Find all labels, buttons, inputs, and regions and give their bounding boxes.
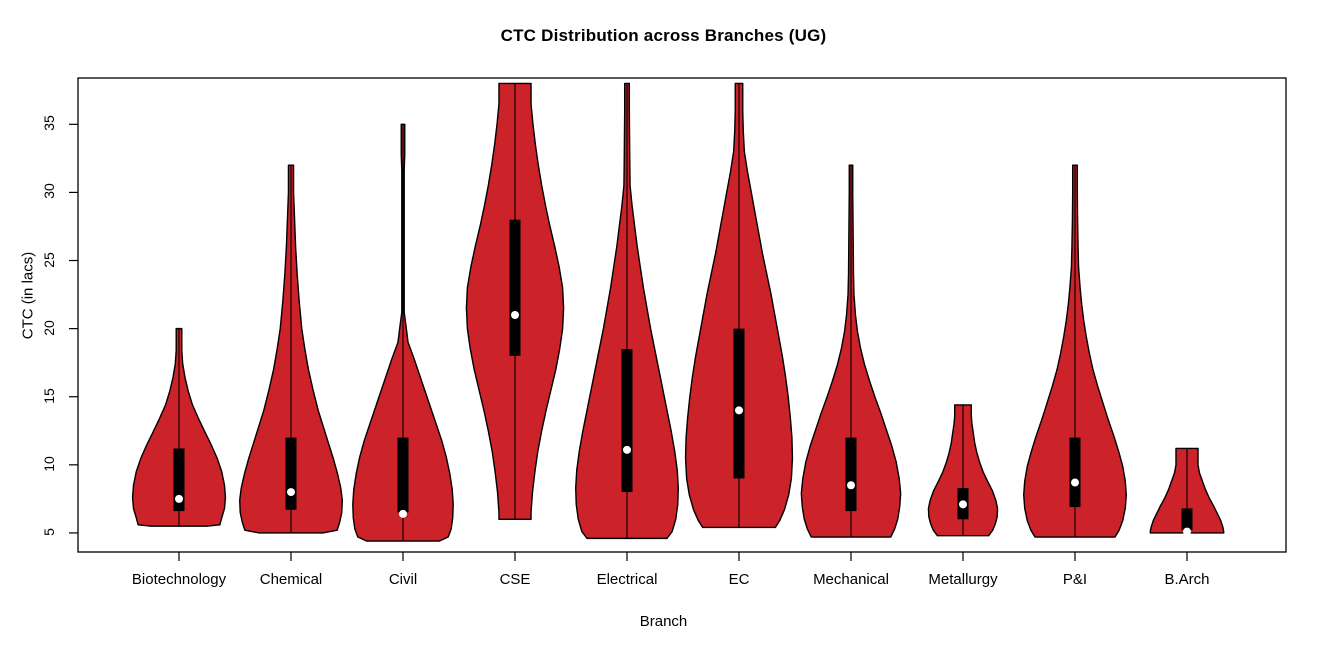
iqr-box: [397, 437, 409, 513]
axis-layer: [69, 77, 1287, 561]
plot-frame: [77, 77, 1287, 553]
y-axis-title: CTC (in lacs): [19, 251, 37, 340]
x-tick-label: CSE: [499, 571, 531, 588]
page-title: CTC Distribution across Branches (UG): [500, 26, 827, 45]
x-tick-label: EC: [728, 571, 750, 588]
median-marker: [287, 488, 295, 497]
median-marker: [847, 481, 855, 490]
median-marker: [623, 445, 631, 454]
violin-b-arch: [1149, 447, 1225, 536]
iqr-box: [621, 349, 633, 493]
y-tick-label: 20: [41, 319, 57, 336]
iqr-box: [1069, 437, 1081, 508]
violin-ec: [684, 82, 794, 529]
y-tick-label: 10: [41, 456, 57, 472]
y-tick-label: 30: [41, 183, 57, 200]
iqr-box: [509, 219, 521, 356]
x-tick-label: Chemical: [259, 571, 323, 588]
x-axis-title: Branch: [639, 613, 688, 630]
violin-civil: [352, 123, 454, 542]
y-tick-label: 15: [41, 387, 57, 404]
iqr-box: [733, 328, 745, 479]
x-tick-label: B.Arch: [1164, 571, 1210, 588]
y-tick-label: 5: [41, 528, 57, 536]
violin-chemical: [238, 164, 343, 534]
violin-metallurgy: [927, 404, 999, 537]
y-tick-label: 25: [41, 251, 57, 268]
median-marker: [1183, 527, 1191, 536]
violin-electrical: [575, 82, 679, 540]
violin-cse: [465, 82, 565, 521]
x-tick-label: Biotechnology: [131, 571, 227, 588]
x-tick-label: Metallurgy: [928, 571, 998, 588]
median-marker: [511, 311, 519, 319]
violins-layer: [131, 82, 1225, 542]
violin-mechanical: [800, 164, 902, 538]
median-marker: [399, 509, 407, 518]
y-tick-label: 35: [41, 115, 57, 132]
median-marker: [735, 406, 743, 415]
x-tick-label: Electrical: [596, 571, 658, 588]
violin-p-i: [1023, 164, 1128, 538]
x-tick-label: Mechanical: [813, 571, 889, 588]
median-marker: [175, 494, 183, 503]
iqr-box: [845, 437, 857, 512]
iqr-box: [1181, 508, 1193, 531]
violin-biotechnology: [131, 327, 227, 527]
iqr-box: [173, 448, 185, 512]
x-tick-label: P&I: [1062, 571, 1088, 588]
x-tick-label: Civil: [388, 571, 418, 588]
median-marker: [1071, 478, 1079, 487]
iqr-box: [285, 437, 297, 510]
median-marker: [959, 500, 967, 509]
